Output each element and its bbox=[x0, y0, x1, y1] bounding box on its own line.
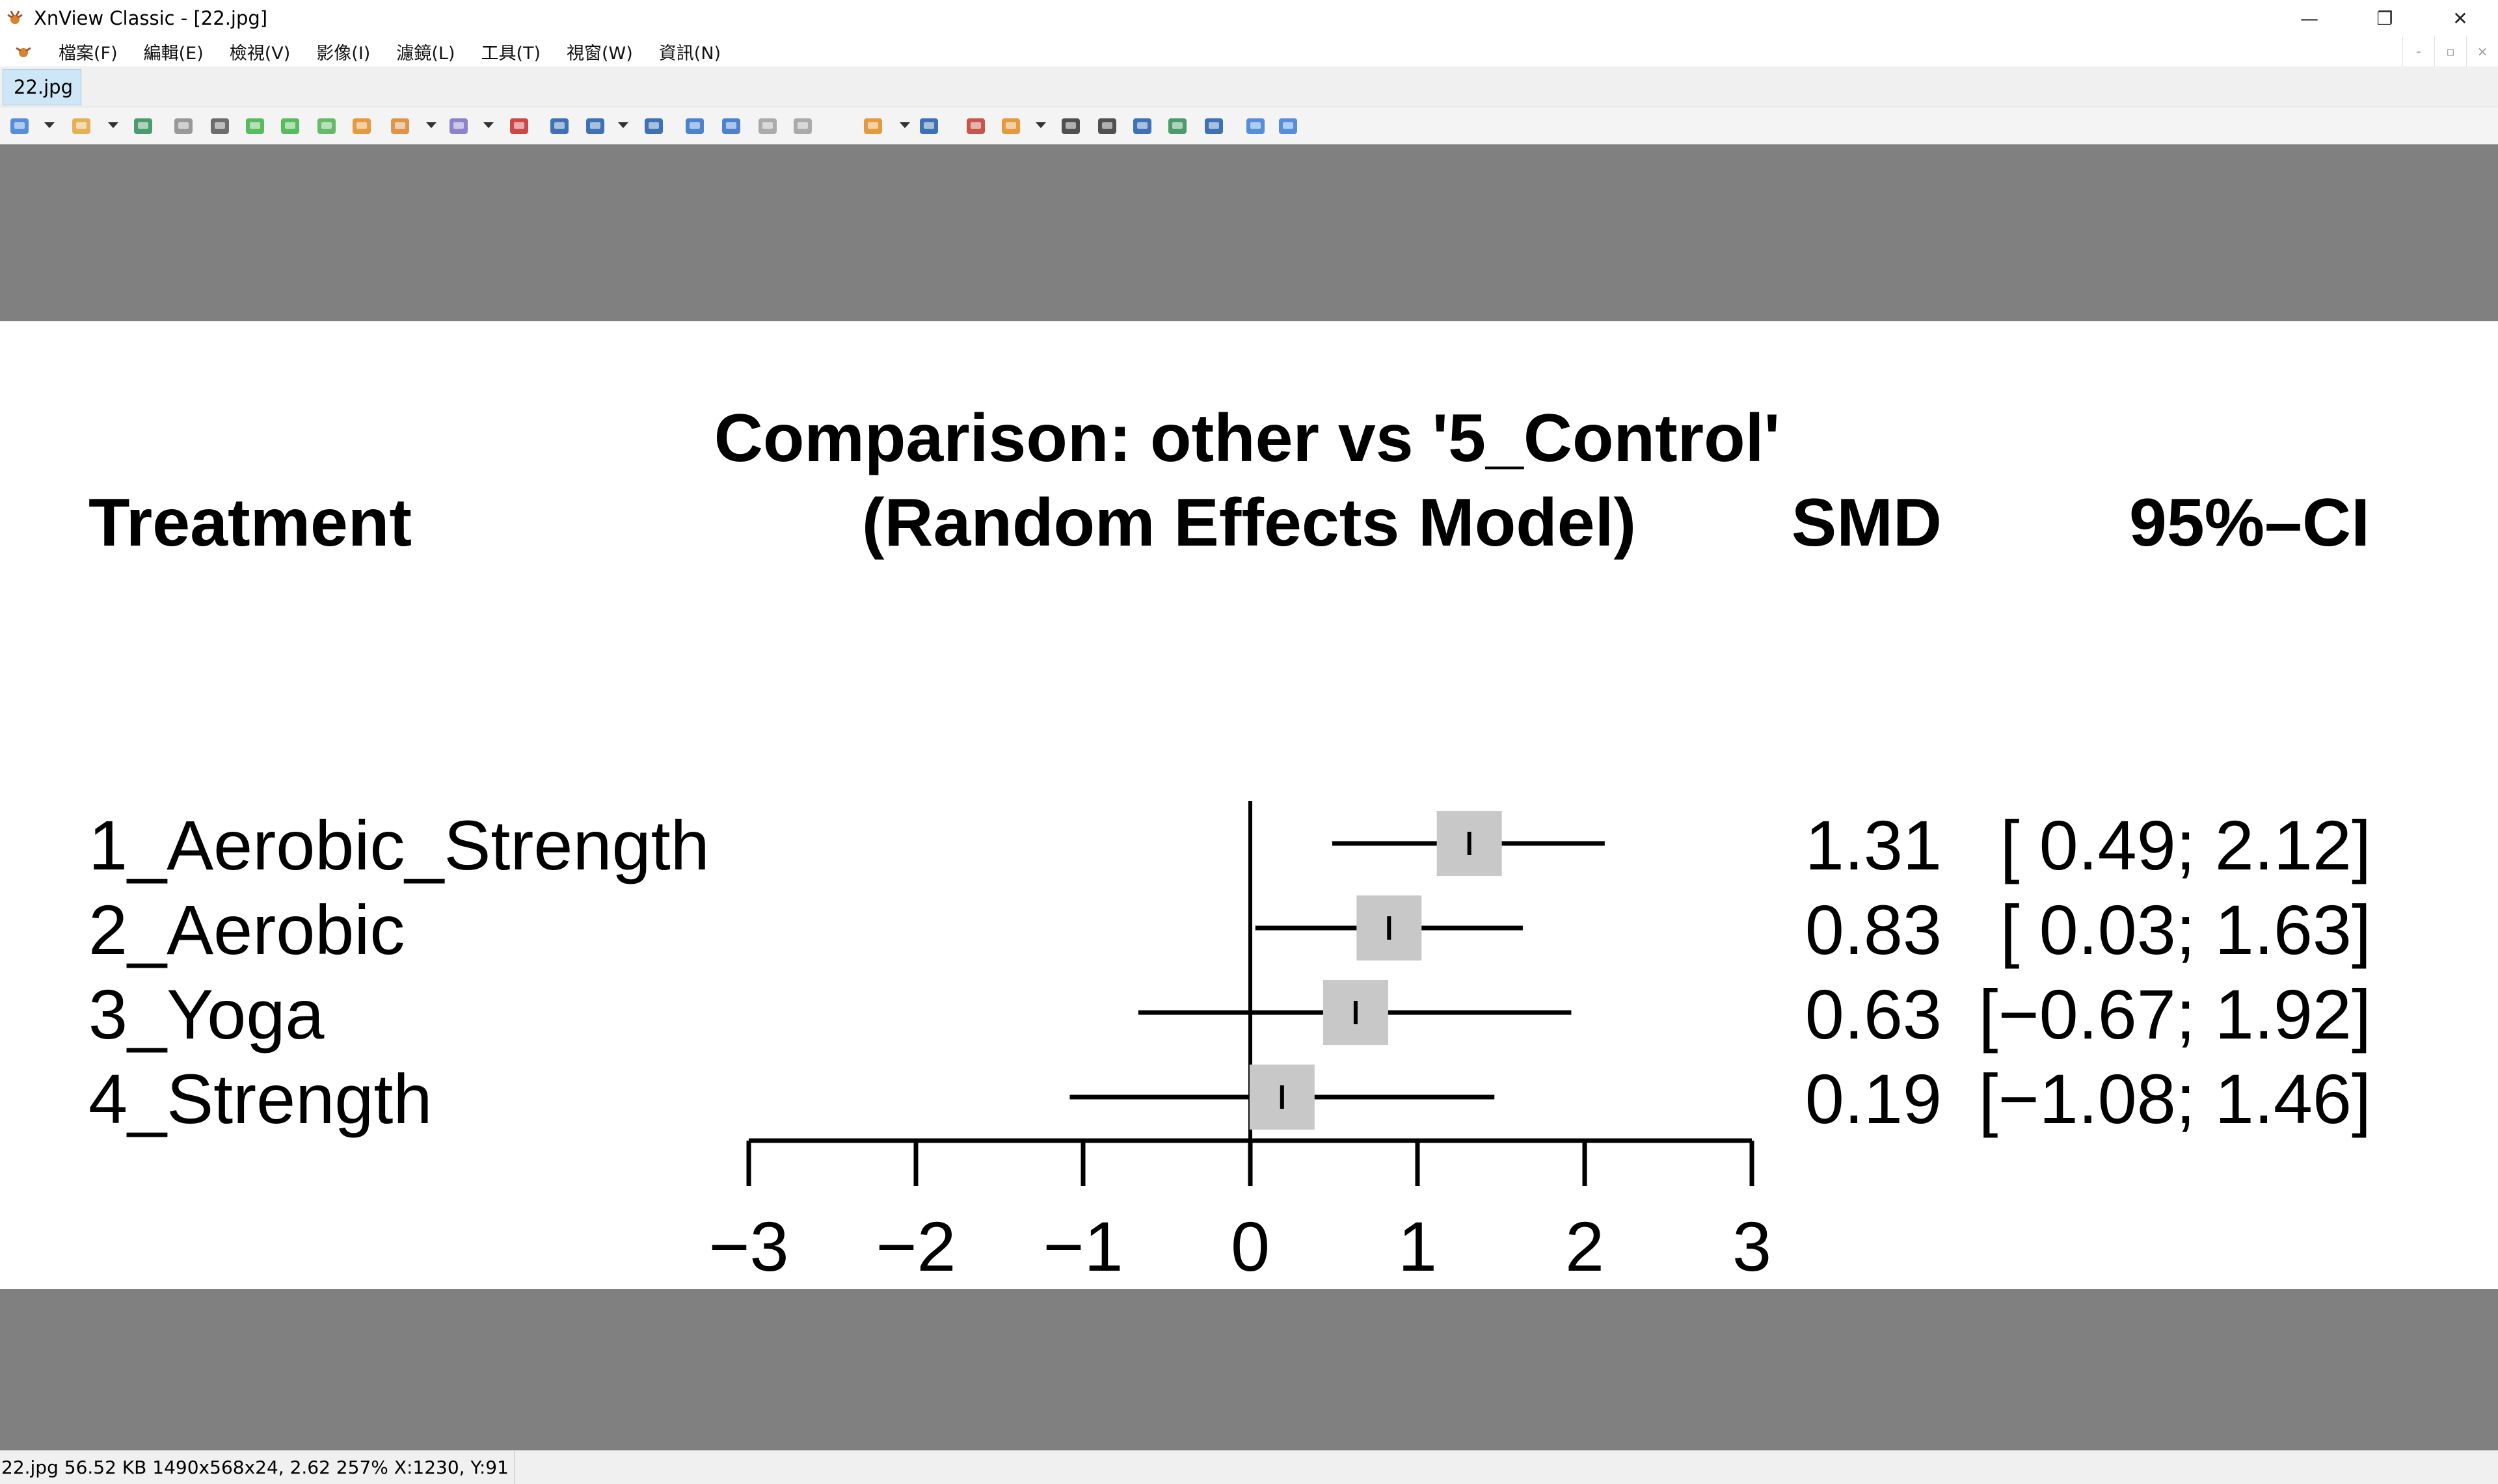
column-treatment-header: Treatment bbox=[88, 485, 412, 561]
menu-tools[interactable]: 工具(T) bbox=[481, 43, 541, 64]
x-tick-label: 1 bbox=[1398, 1207, 1437, 1286]
dropdown-arrow-icon[interactable] bbox=[426, 122, 436, 128]
help-icon[interactable] bbox=[1275, 113, 1301, 139]
x-tick-label: −3 bbox=[708, 1207, 788, 1286]
x-tick-label: 0 bbox=[1231, 1207, 1270, 1286]
convert-icon[interactable] bbox=[349, 113, 375, 139]
screenshot-icon[interactable] bbox=[1201, 113, 1227, 139]
x-tick-label: 2 bbox=[1565, 1207, 1604, 1286]
x-tick-label: −1 bbox=[1043, 1207, 1123, 1286]
dropdown-arrow-icon[interactable] bbox=[618, 122, 628, 128]
find-icon[interactable] bbox=[1058, 113, 1084, 139]
column-smd-header: SMD bbox=[1792, 485, 1942, 561]
title-bar: XnView Classic - [22.jpg] — ❐ ✕ bbox=[0, 0, 2498, 36]
next-icon[interactable] bbox=[718, 113, 744, 139]
document-menu-icon[interactable] bbox=[10, 38, 36, 64]
wallpaper-icon[interactable] bbox=[1164, 113, 1190, 139]
open-icon[interactable] bbox=[68, 113, 94, 139]
image-viewer[interactable]: Comparison: other vs '5_Control' (Random… bbox=[0, 144, 2498, 1450]
page-prev-icon[interactable] bbox=[755, 113, 781, 139]
dropdown-arrow-icon[interactable] bbox=[483, 122, 494, 128]
x-tick-label: −2 bbox=[876, 1207, 956, 1286]
treatment-label: 1_Aerobic_Strength bbox=[88, 806, 710, 884]
close-icon: ✕ bbox=[2452, 7, 2468, 29]
previous-icon[interactable] bbox=[682, 113, 708, 139]
status-info: 56.52 KB 1490x568x24, 2.62 257% X:1230, … bbox=[64, 1457, 509, 1478]
color-icon[interactable] bbox=[446, 113, 472, 139]
menu-view[interactable]: 檢視(V) bbox=[229, 43, 291, 64]
column-ci-header: 95%–CI bbox=[2129, 485, 2370, 561]
smd-value: 0.19 bbox=[1805, 1059, 1942, 1138]
page-next-icon[interactable] bbox=[790, 113, 816, 139]
menu-info[interactable]: 資訊(N) bbox=[658, 43, 721, 64]
treatment-label: 3_Yoga bbox=[88, 975, 325, 1053]
tab-22-jpg[interactable]: 22.jpg bbox=[3, 69, 81, 105]
menu-file[interactable]: 檔案(F) bbox=[59, 43, 118, 64]
menu-window[interactable]: 視窗(W) bbox=[567, 43, 633, 64]
dropdown-arrow-icon[interactable] bbox=[108, 122, 118, 128]
status-file: 22.jpg 56.52 KB 1490x568x24, 2.62 257% X… bbox=[0, 1451, 515, 1484]
chart-title: Comparison: other vs '5_Control' bbox=[714, 401, 1780, 476]
capture-icon[interactable] bbox=[998, 113, 1024, 139]
xnview-app-icon[interactable] bbox=[5, 8, 25, 28]
dropdown-arrow-icon[interactable] bbox=[1036, 122, 1046, 128]
toolbar bbox=[0, 107, 2498, 145]
close-button[interactable]: ✕ bbox=[2423, 0, 2498, 36]
ci-value: [ 0.49; 2.12] bbox=[2000, 806, 2371, 884]
image-canvas[interactable]: Comparison: other vs '5_Control' (Random… bbox=[0, 321, 2498, 1289]
properties-icon[interactable] bbox=[916, 113, 942, 139]
fullscreen-icon[interactable] bbox=[963, 113, 989, 139]
menu-filter[interactable]: 濾鏡(L) bbox=[396, 43, 455, 64]
treatment-label: 2_Aerobic bbox=[88, 890, 405, 969]
crop-icon[interactable] bbox=[207, 113, 233, 139]
smd-value: 1.31 bbox=[1805, 806, 1942, 884]
red-eye-icon[interactable] bbox=[506, 113, 532, 139]
forest-plot: Comparison: other vs '5_Control' (Random… bbox=[88, 401, 2372, 1286]
dropdown-arrow-icon[interactable] bbox=[44, 122, 55, 128]
print-icon[interactable] bbox=[1094, 113, 1120, 139]
undo-icon[interactable] bbox=[170, 113, 196, 139]
smd-value: 0.83 bbox=[1805, 890, 1942, 969]
ci-value: [−0.67; 1.92] bbox=[1979, 975, 2372, 1053]
batch-icon[interactable] bbox=[387, 113, 413, 139]
tab-bar: 22.jpg bbox=[0, 66, 2498, 107]
export-icon[interactable] bbox=[314, 113, 340, 139]
restore-button[interactable]: ❐ bbox=[2347, 0, 2423, 36]
zoom-icon[interactable] bbox=[582, 113, 608, 139]
x-tick-label: 3 bbox=[1732, 1207, 1771, 1286]
mdi-restore-button[interactable]: ▫ bbox=[2434, 36, 2466, 66]
zoom-out-icon[interactable] bbox=[641, 113, 667, 139]
dropdown-arrow-icon[interactable] bbox=[900, 122, 910, 128]
menu-image[interactable]: 影像(I) bbox=[316, 43, 371, 64]
slideshow-icon[interactable] bbox=[860, 113, 886, 139]
status-bar: 22.jpg 56.52 KB 1490x568x24, 2.62 257% X… bbox=[0, 1450, 2498, 1484]
window-title: XnView Classic - [22.jpg] bbox=[34, 7, 268, 29]
rotate-right-icon[interactable] bbox=[277, 113, 303, 139]
ci-value: [−1.08; 1.46] bbox=[1979, 1059, 2372, 1138]
zoom-in-icon[interactable] bbox=[546, 113, 572, 139]
treatment-label: 4_Strength bbox=[88, 1059, 432, 1138]
save-icon[interactable] bbox=[130, 113, 156, 139]
mdi-close-button[interactable]: × bbox=[2466, 36, 2498, 66]
menu-edit[interactable]: 編輯(E) bbox=[143, 43, 204, 64]
settings-icon[interactable] bbox=[1242, 113, 1269, 139]
mdi-minimize-button[interactable]: - bbox=[2402, 36, 2434, 66]
scan-icon[interactable] bbox=[1129, 113, 1155, 139]
smd-value: 0.63 bbox=[1805, 975, 1942, 1053]
menu-bar: 檔案(F) 編輯(E) 檢視(V) 影像(I) 濾鏡(L) 工具(T) 視窗(W… bbox=[0, 36, 2498, 67]
chart-subtitle: (Random Effects Model) bbox=[862, 485, 1636, 561]
rotate-left-icon[interactable] bbox=[242, 113, 268, 139]
restore-icon: ❐ bbox=[2376, 7, 2393, 29]
ci-value: [ 0.03; 1.63] bbox=[2000, 890, 2371, 969]
browser-icon[interactable] bbox=[7, 113, 33, 139]
minimize-button[interactable]: — bbox=[2272, 0, 2347, 36]
minimize-icon: — bbox=[2300, 7, 2318, 29]
